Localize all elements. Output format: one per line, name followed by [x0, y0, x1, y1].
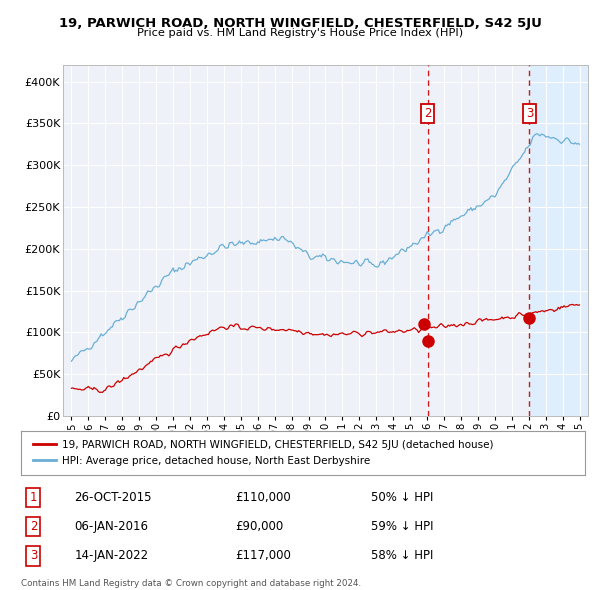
- Text: 19, PARWICH ROAD, NORTH WINGFIELD, CHESTERFIELD, S42 5JU: 19, PARWICH ROAD, NORTH WINGFIELD, CHEST…: [59, 17, 541, 30]
- Text: 2: 2: [29, 520, 37, 533]
- Bar: [529, 65, 588, 416]
- Text: Contains HM Land Registry data © Crown copyright and database right 2024.
This d: Contains HM Land Registry data © Crown c…: [21, 579, 361, 590]
- Text: 1: 1: [29, 491, 37, 504]
- Text: 2: 2: [424, 107, 431, 120]
- Text: £90,000: £90,000: [235, 520, 284, 533]
- Text: 14-JAN-2022: 14-JAN-2022: [74, 549, 149, 562]
- Text: 58% ↓ HPI: 58% ↓ HPI: [371, 549, 433, 562]
- Text: 3: 3: [526, 107, 533, 120]
- Text: 26-OCT-2015: 26-OCT-2015: [74, 491, 152, 504]
- Text: 3: 3: [30, 549, 37, 562]
- Text: £110,000: £110,000: [235, 491, 291, 504]
- Text: 06-JAN-2016: 06-JAN-2016: [74, 520, 149, 533]
- Text: 59% ↓ HPI: 59% ↓ HPI: [371, 520, 433, 533]
- Legend: 19, PARWICH ROAD, NORTH WINGFIELD, CHESTERFIELD, S42 5JU (detached house), HPI: : 19, PARWICH ROAD, NORTH WINGFIELD, CHEST…: [29, 436, 498, 470]
- Text: 50% ↓ HPI: 50% ↓ HPI: [371, 491, 433, 504]
- Text: Price paid vs. HM Land Registry's House Price Index (HPI): Price paid vs. HM Land Registry's House …: [137, 28, 463, 38]
- Text: £117,000: £117,000: [235, 549, 291, 562]
